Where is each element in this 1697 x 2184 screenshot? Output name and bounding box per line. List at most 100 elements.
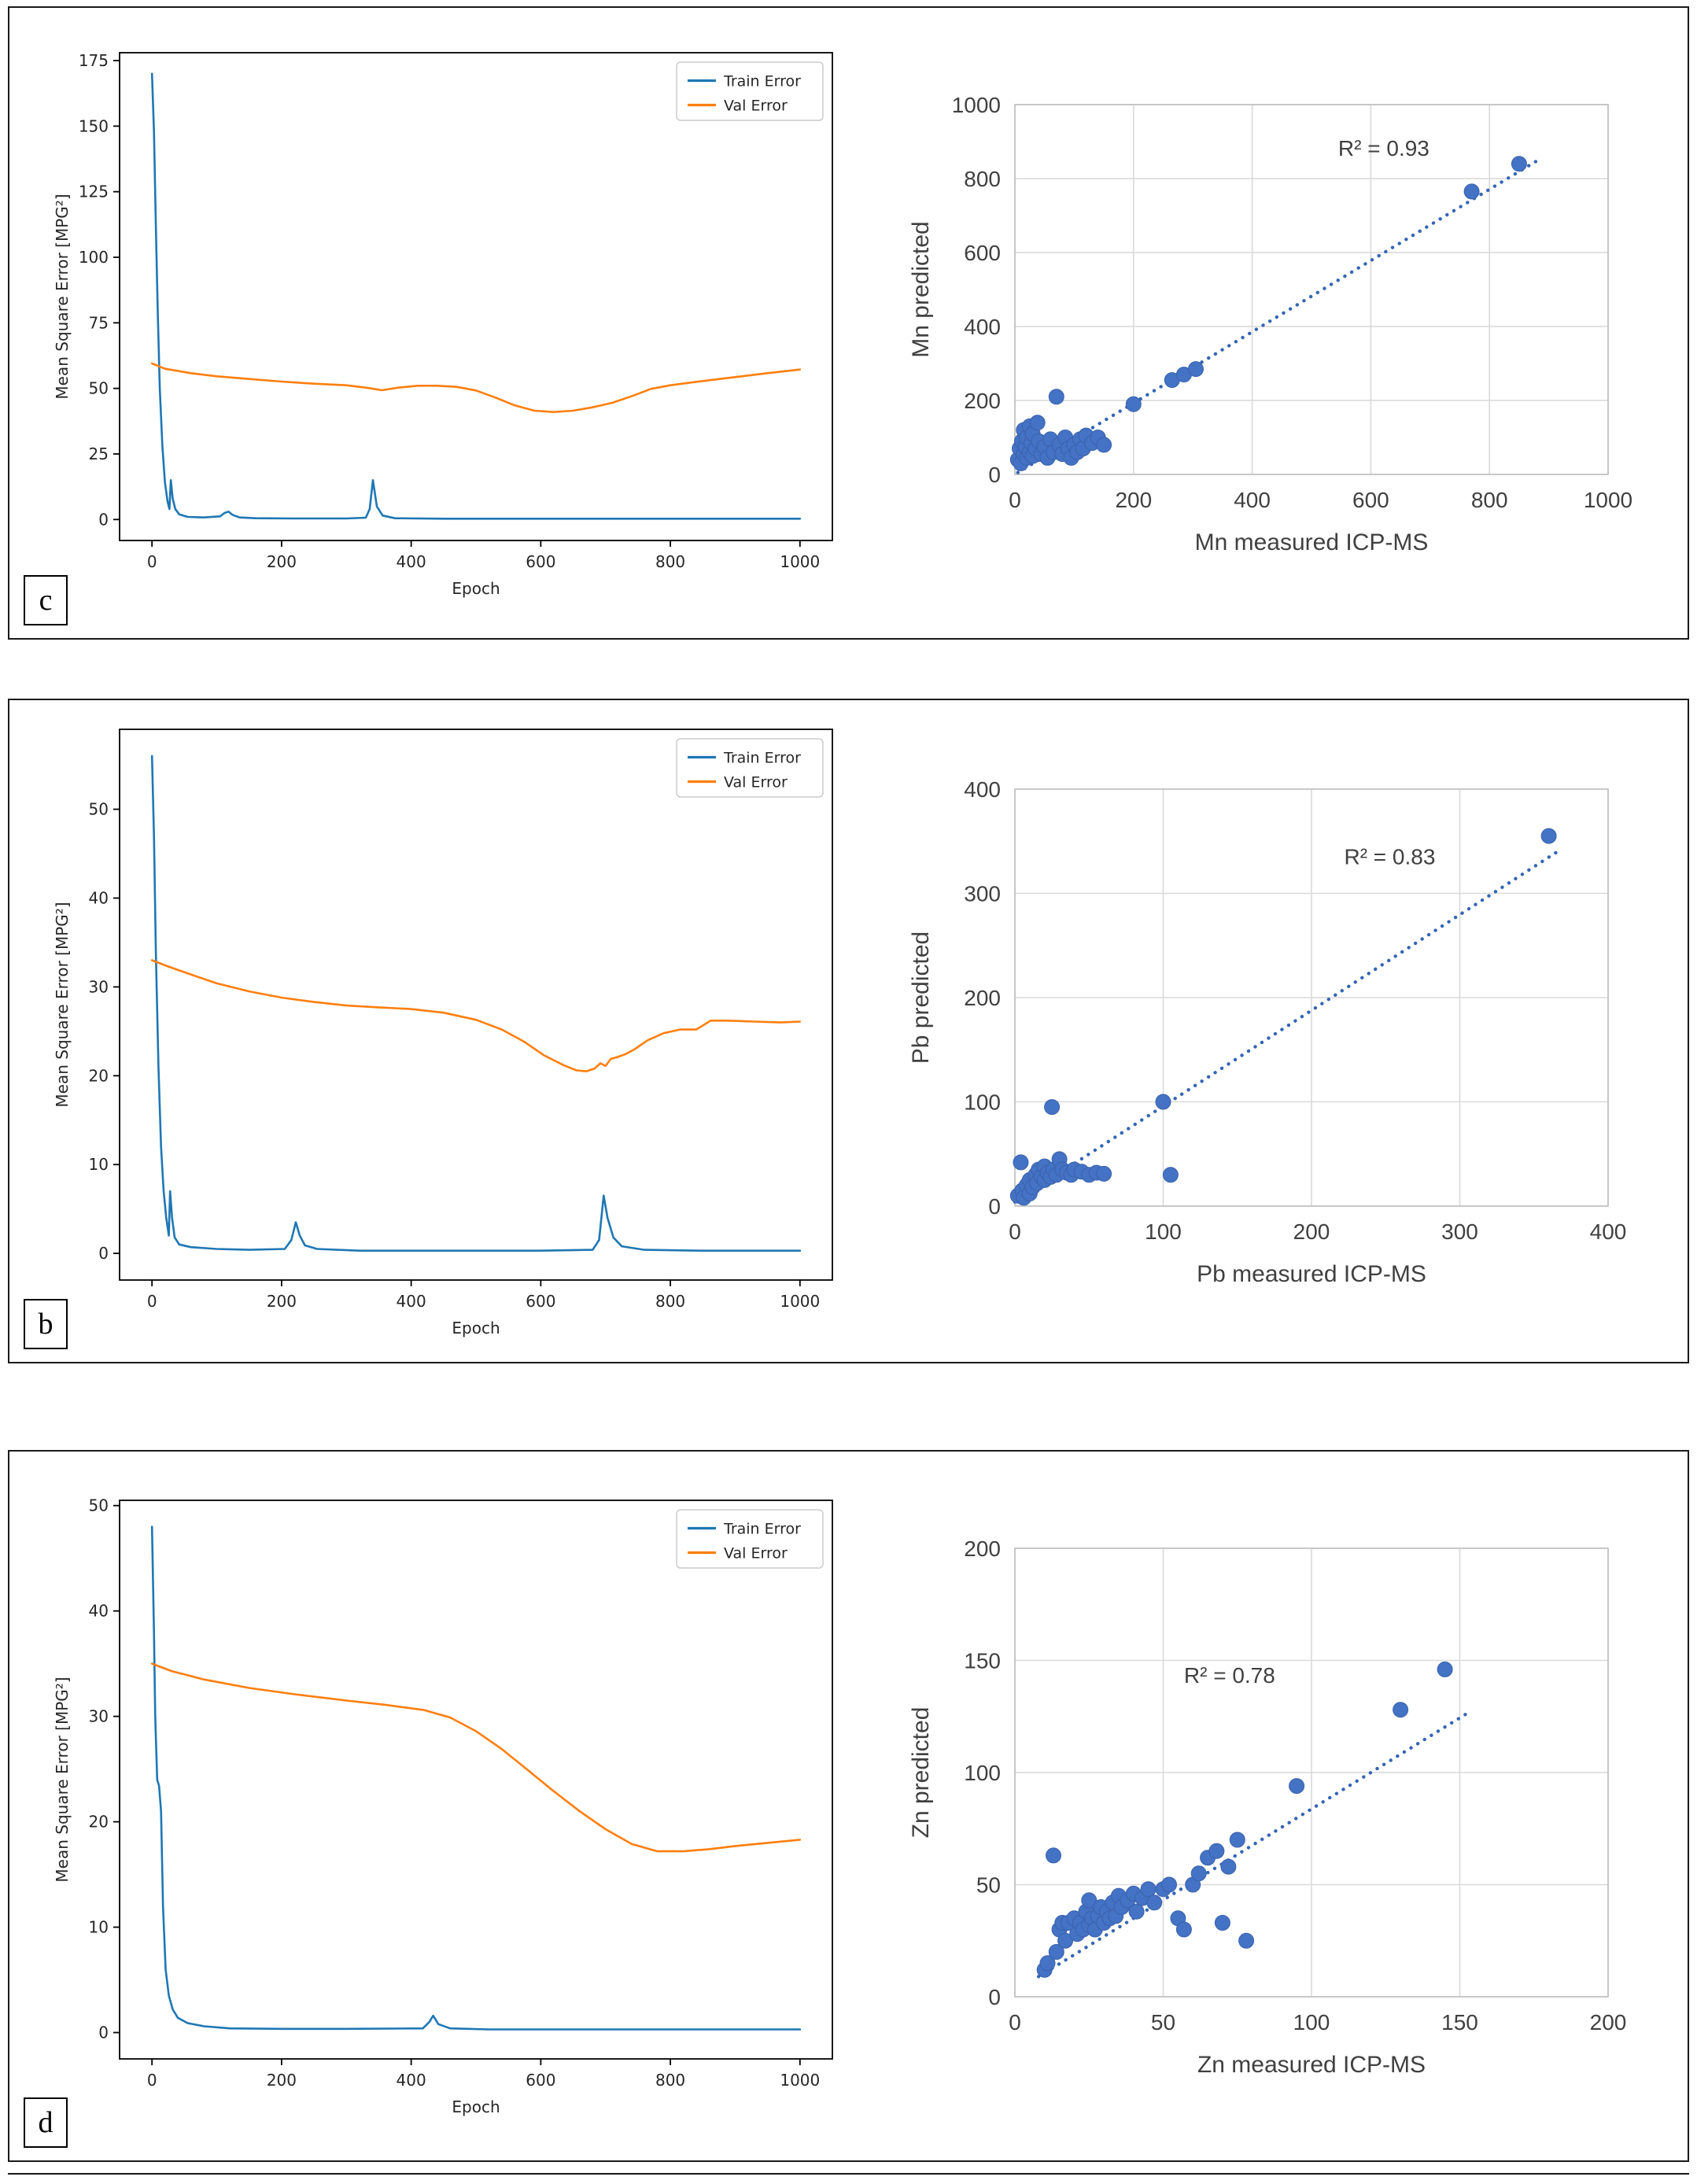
x-tick-label: 1000	[780, 552, 820, 571]
scatter-point	[1029, 414, 1046, 430]
scatter-point	[1057, 1932, 1074, 1949]
y-tick-label: 200	[964, 1537, 1001, 1561]
loss-chart-svg-d: 0 200 400 600 800 1000 0 10 20 30 40 50 Epoch Mean Sq…	[46, 1479, 848, 2133]
series-line-train-error	[150, 72, 802, 520]
legend-label: Train Error	[723, 72, 801, 90]
y-tick-label: 30	[89, 977, 109, 996]
series-line-train-error	[150, 754, 802, 1252]
scatter-point	[1125, 396, 1142, 412]
plot-border	[1014, 1547, 1609, 1998]
x-tick-label: 800	[655, 2071, 685, 2090]
x-tick-label: 1000	[780, 2071, 820, 2090]
y-tick-label: 100	[964, 1090, 1001, 1114]
x-tick-label: 200	[1293, 1219, 1330, 1244]
legend: Train Error Val Error	[676, 61, 824, 121]
plot-border	[1014, 788, 1609, 1207]
scatter-point	[1190, 1865, 1207, 1881]
loss-chart-c: 0 200 400 600 800 1000 0 25 50 75 100 125 150 175 Epoc…	[46, 31, 848, 614]
r2-annotation: R² = 0.93	[1338, 135, 1430, 160]
x-tick-label: 0	[1009, 2010, 1021, 2035]
x-axis-title: Epoch	[452, 579, 500, 598]
plot-border	[119, 51, 833, 541]
y-tick-label: 20	[89, 1812, 109, 1831]
x-tick-label: 800	[655, 552, 685, 571]
panel-label-d: d	[24, 2097, 68, 2148]
scatter-point	[1128, 1903, 1145, 1920]
legend-label: Val Error	[724, 773, 788, 791]
scatter-point	[1220, 1858, 1237, 1875]
x-tick-label: 400	[1590, 1219, 1627, 1244]
y-tick-label: 200	[964, 986, 1001, 1010]
x-tick-label: 0	[147, 552, 157, 571]
trend-line	[1013, 847, 1562, 1204]
scatter-point	[1393, 1701, 1409, 1717]
legend-label: Val Error	[724, 97, 788, 114]
scatter-chart-mn: 0 200 400 600 800 1000 0 200 400 600 800 1000 Mn mea…	[895, 71, 1643, 575]
panel-label-c: c	[24, 575, 68, 625]
y-tick-label: 600	[964, 241, 1001, 265]
y-tick-label: 25	[89, 445, 109, 463]
panel-label-b: b	[24, 1299, 68, 1349]
scatter-point	[1511, 155, 1527, 172]
panel-letter: d	[38, 2106, 53, 2139]
panel-letter: b	[38, 1308, 53, 1341]
y-axis-title: Zn predicted	[908, 1706, 934, 1838]
plot-border	[119, 1499, 833, 2060]
panel-letter: c	[39, 584, 53, 617]
y-tick-label: 50	[89, 1496, 109, 1514]
x-tick-label: 600	[1352, 488, 1389, 512]
x-tick-label: 1000	[780, 1292, 820, 1311]
trend-line	[1016, 158, 1539, 474]
y-tick-label: 0	[98, 2023, 109, 2042]
x-tick-label: 600	[526, 552, 555, 571]
loss-chart-d: 0 200 400 600 800 1000 0 10 20 30 40 50 Epoch Mean Sq…	[46, 1479, 848, 2133]
scatter-chart-zn: 0 50 100 150 200 0 50 100 150 200 Zn measured ICP-…	[895, 1514, 1643, 2097]
x-tick-label: 600	[526, 2071, 555, 2090]
x-tick-label: 600	[526, 1292, 555, 1311]
y-axis-title: Mean Square Error [MPG²]	[53, 194, 72, 399]
y-tick-label: 50	[89, 378, 109, 397]
y-tick-label: 10	[89, 1155, 109, 1174]
x-tick-label: 150	[1441, 2010, 1478, 2035]
loss-chart-svg-b: 0 200 400 600 800 1000 0 10 20 30 40 50 Epoch Mean Sq…	[46, 708, 848, 1354]
panel-d: 0 200 400 600 800 1000 0 10 20 30 40 50 Epoch Mean Sq…	[8, 1450, 1689, 2162]
y-tick-label: 0	[988, 1194, 1001, 1219]
y-tick-label: 0	[988, 1985, 1001, 2009]
legend-label: Val Error	[724, 1544, 788, 1562]
r2-annotation: R² = 0.83	[1344, 844, 1435, 869]
y-axis-title: Pb predicted	[908, 931, 934, 1063]
scatter-point	[1039, 1954, 1056, 1971]
x-tick-label: 800	[655, 1292, 685, 1311]
x-tick-label: 200	[267, 552, 297, 571]
scatter-point	[1048, 1943, 1064, 1960]
y-tick-label: 100	[964, 1761, 1001, 1785]
scatter-point	[1140, 1880, 1157, 1897]
y-tick-label: 40	[89, 1601, 109, 1620]
loss-chart-svg-c: 0 200 400 600 800 1000 0 25 50 75 100 125 150 175 Epoc…	[46, 31, 848, 614]
y-tick-label: 125	[79, 182, 109, 201]
series-line-val-error	[150, 362, 802, 413]
scatter-point	[1437, 1661, 1453, 1677]
y-tick-label: 200	[964, 389, 1001, 413]
x-tick-label: 400	[397, 2071, 426, 2090]
scatter-point	[1081, 1891, 1098, 1908]
y-tick-label: 150	[964, 1648, 1001, 1673]
y-tick-label: 1000	[952, 93, 1001, 117]
y-axis-title: Mean Square Error [MPG²]	[53, 1677, 72, 1882]
y-tick-label: 150	[79, 116, 109, 135]
scatter-point	[1048, 388, 1064, 404]
x-tick-label: 50	[1151, 2010, 1175, 2035]
series-line-train-error	[150, 1525, 802, 2031]
scatter-point	[1238, 1932, 1255, 1949]
legend: Train Error Val Error	[676, 737, 824, 798]
y-tick-label: 50	[89, 799, 109, 818]
scatter-plot-svg-pb: 0 100 200 300 400 0 100 200 300 400 Pb measured IC…	[895, 755, 1643, 1307]
plot-border	[119, 728, 833, 1281]
y-tick-label: 0	[988, 463, 1001, 487]
y-tick-label: 20	[89, 1066, 109, 1085]
y-tick-label: 50	[976, 1872, 1001, 1897]
series-line-val-error	[150, 1662, 802, 1852]
loss-chart-b: 0 200 400 600 800 1000 0 10 20 30 40 50 Epoch Mean Sq…	[46, 708, 848, 1354]
y-tick-label: 0	[98, 1244, 109, 1263]
scatter-point	[1046, 1846, 1061, 1863]
